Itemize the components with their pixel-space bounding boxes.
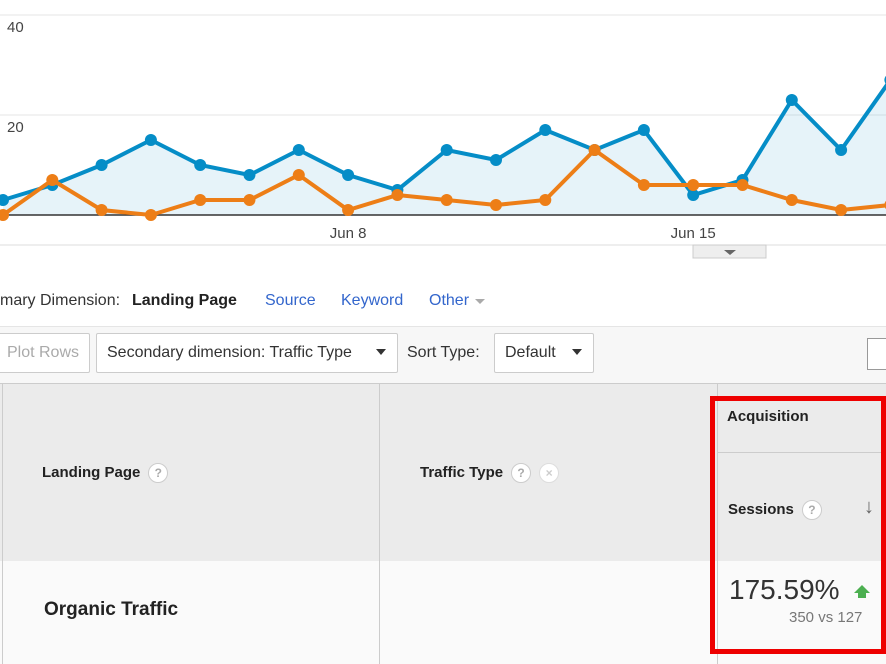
header-text: Sessions <box>728 500 794 518</box>
dimension-label: mary Dimension: <box>0 292 121 309</box>
data-point <box>243 169 256 181</box>
help-icon[interactable]: ? <box>801 500 822 520</box>
data-point <box>292 169 305 181</box>
up-arrow-stem <box>858 592 866 598</box>
data-point <box>490 199 502 211</box>
y-tick-label: 40 <box>7 19 24 36</box>
highlight-box <box>710 396 886 654</box>
dropdown-arrow <box>475 299 485 304</box>
sort-arrow[interactable]: ↓ <box>864 496 874 518</box>
dimension-link[interactable]: Keyword <box>341 292 404 309</box>
help-icon[interactable]: ? <box>148 463 169 483</box>
data-point <box>0 194 9 206</box>
secondary-dimension-select[interactable]: Secondary dimension: Traffic Type <box>96 333 398 373</box>
data-point <box>342 169 355 181</box>
header-text: Landing Page <box>42 463 141 481</box>
column-divider <box>717 383 718 664</box>
column-header[interactable]: Landing Page? <box>42 463 169 483</box>
data-point <box>440 194 453 206</box>
data-point <box>144 134 157 146</box>
table-row <box>0 561 886 664</box>
data-point <box>637 179 650 191</box>
data-point <box>95 159 108 171</box>
remove-icon[interactable]: × <box>539 463 560 483</box>
data-point <box>46 174 59 186</box>
data-point <box>194 159 207 171</box>
x-tick-label: Jun 8 <box>330 225 367 242</box>
area <box>3 86 886 215</box>
dimension-link[interactable]: Source <box>265 292 316 309</box>
data-point <box>0 209 9 221</box>
active-dimension[interactable]: Landing Page <box>132 292 237 309</box>
x-tick-label: Jun 15 <box>671 225 716 242</box>
data-point <box>687 189 700 201</box>
column-header[interactable]: Traffic Type? × <box>420 463 560 483</box>
data-point <box>835 204 848 216</box>
data-point <box>637 124 650 136</box>
search-box[interactable] <box>867 338 886 370</box>
column-divider <box>379 383 380 664</box>
data-point <box>736 179 749 191</box>
chart: 20 40 Jun 8 Jun 15 <box>0 14 886 259</box>
sort-label: Sort Type: <box>407 344 480 361</box>
data-point <box>785 194 798 206</box>
segment-name: Organic Traffic <box>44 599 179 620</box>
data-point <box>539 194 552 206</box>
help-icon[interactable]: ? <box>511 463 532 483</box>
group-header: Acquisition <box>727 408 809 425</box>
table-header <box>0 383 886 562</box>
data-point <box>194 194 207 206</box>
data-point <box>687 179 700 191</box>
select-arrow <box>376 349 386 355</box>
select-arrow <box>572 349 582 355</box>
data-point <box>835 144 848 156</box>
data-point <box>342 204 355 216</box>
data-point <box>588 144 601 156</box>
data-point <box>539 124 552 136</box>
y-tick-label: 20 <box>7 119 24 136</box>
change-value: 175.59% <box>729 574 840 605</box>
plot-rows-button[interactable]: Plot Rows <box>0 333 90 373</box>
header-divider <box>718 452 886 453</box>
data-point <box>95 204 108 216</box>
column-header[interactable]: Sessions? <box>728 500 822 520</box>
data-point <box>440 144 453 156</box>
data-point <box>144 209 157 221</box>
data-point <box>391 189 404 201</box>
data-point <box>490 154 502 166</box>
data-point <box>292 144 305 156</box>
column-divider <box>2 383 3 664</box>
data-point <box>785 94 798 106</box>
compare-value: 350 vs 127 <box>789 609 863 626</box>
header-text: Traffic Type <box>420 463 504 481</box>
up-arrow <box>854 585 870 593</box>
data-point <box>243 194 256 206</box>
dimension-link[interactable]: Other <box>429 292 470 309</box>
handle-arrow <box>724 250 736 255</box>
